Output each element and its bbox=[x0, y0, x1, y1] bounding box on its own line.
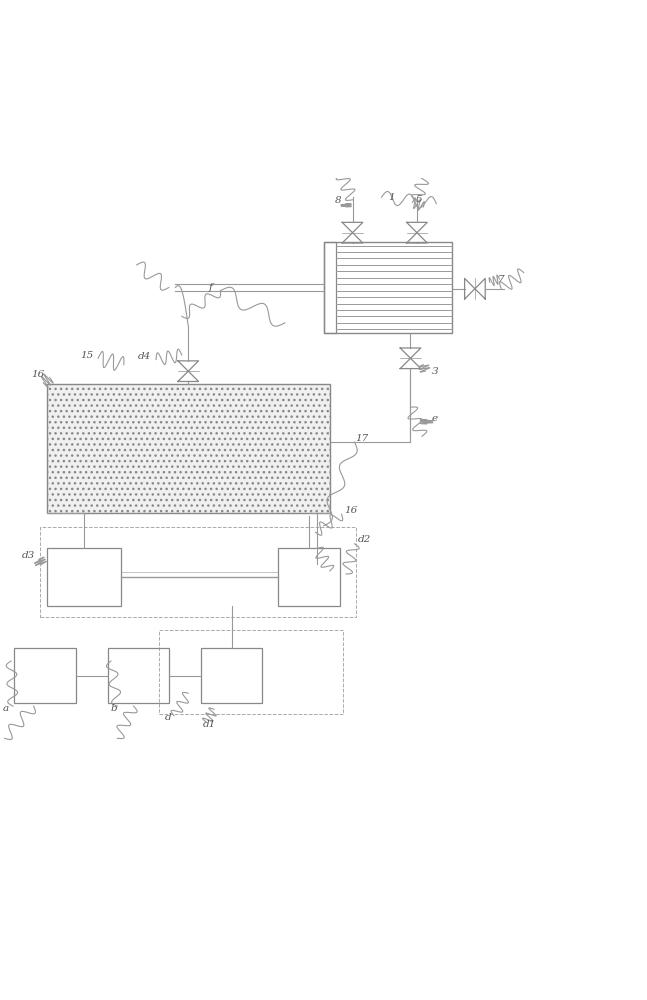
Text: d1: d1 bbox=[203, 720, 216, 729]
Text: b: b bbox=[111, 704, 118, 713]
Text: d4: d4 bbox=[138, 352, 151, 361]
Bar bbox=[324, 242, 336, 333]
Text: a: a bbox=[2, 704, 8, 713]
Text: 5: 5 bbox=[415, 195, 422, 204]
Text: 17: 17 bbox=[356, 434, 369, 443]
Bar bbox=[14, 648, 76, 703]
Bar bbox=[40, 527, 356, 617]
Text: d: d bbox=[164, 713, 171, 722]
Text: d3: d3 bbox=[22, 551, 35, 560]
Bar bbox=[159, 630, 343, 714]
Text: e: e bbox=[432, 414, 437, 423]
Bar bbox=[47, 548, 120, 606]
Text: 15: 15 bbox=[80, 351, 93, 360]
Text: 1: 1 bbox=[388, 193, 395, 202]
Text: f: f bbox=[209, 283, 213, 292]
Text: 16: 16 bbox=[344, 506, 357, 515]
Bar bbox=[278, 548, 340, 606]
Text: 8: 8 bbox=[335, 196, 342, 205]
Text: 3: 3 bbox=[432, 367, 439, 376]
Bar bbox=[108, 648, 169, 703]
Text: 16: 16 bbox=[32, 370, 45, 379]
Bar bbox=[324, 242, 452, 333]
Text: 7: 7 bbox=[498, 275, 505, 284]
Text: d2: d2 bbox=[358, 535, 371, 544]
Bar bbox=[47, 384, 330, 513]
Bar bbox=[201, 648, 262, 703]
